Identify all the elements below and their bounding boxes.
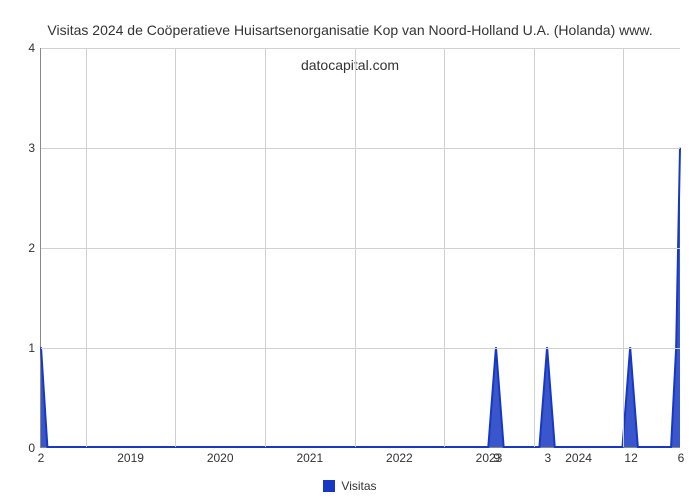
x-gridline — [265, 48, 266, 447]
y-gridline — [41, 348, 680, 349]
y-gridline — [41, 248, 680, 249]
data-point-label: 2 — [38, 447, 45, 465]
x-gridline — [355, 48, 356, 447]
x-gridline — [444, 48, 445, 447]
legend-label: Visitas — [341, 479, 376, 493]
data-point-label: 6 — [678, 447, 685, 465]
x-tick-label: 2022 — [386, 447, 413, 465]
data-point-label: 3 — [545, 447, 552, 465]
plot-area: 01234201920202021202220232024293126 — [40, 48, 680, 448]
x-gridline — [534, 48, 535, 447]
chart-title-line1: Visitas 2024 de Coöperatieve Huisartseno… — [47, 22, 652, 38]
x-tick-label: 2020 — [207, 447, 234, 465]
series-fill — [41, 148, 680, 447]
x-gridline — [175, 48, 176, 447]
y-gridline — [41, 48, 680, 49]
x-tick-label: 2019 — [117, 447, 144, 465]
chart-container: Visitas 2024 de Coöperatieve Huisartseno… — [0, 0, 700, 500]
y-gridline — [41, 148, 680, 149]
y-tick-label: 3 — [28, 141, 41, 155]
y-tick-label: 4 — [28, 41, 41, 55]
x-gridline — [623, 48, 624, 447]
x-gridline — [86, 48, 87, 447]
y-tick-label: 1 — [28, 341, 41, 355]
x-tick-label: 2024 — [565, 447, 592, 465]
y-tick-label: 2 — [28, 241, 41, 255]
data-point-label: 12 — [624, 447, 637, 465]
legend-swatch — [323, 480, 335, 492]
x-tick-label: 2021 — [296, 447, 323, 465]
series-line — [41, 148, 680, 447]
legend: Visitas — [0, 478, 700, 493]
data-point-label: 9 — [493, 447, 500, 465]
